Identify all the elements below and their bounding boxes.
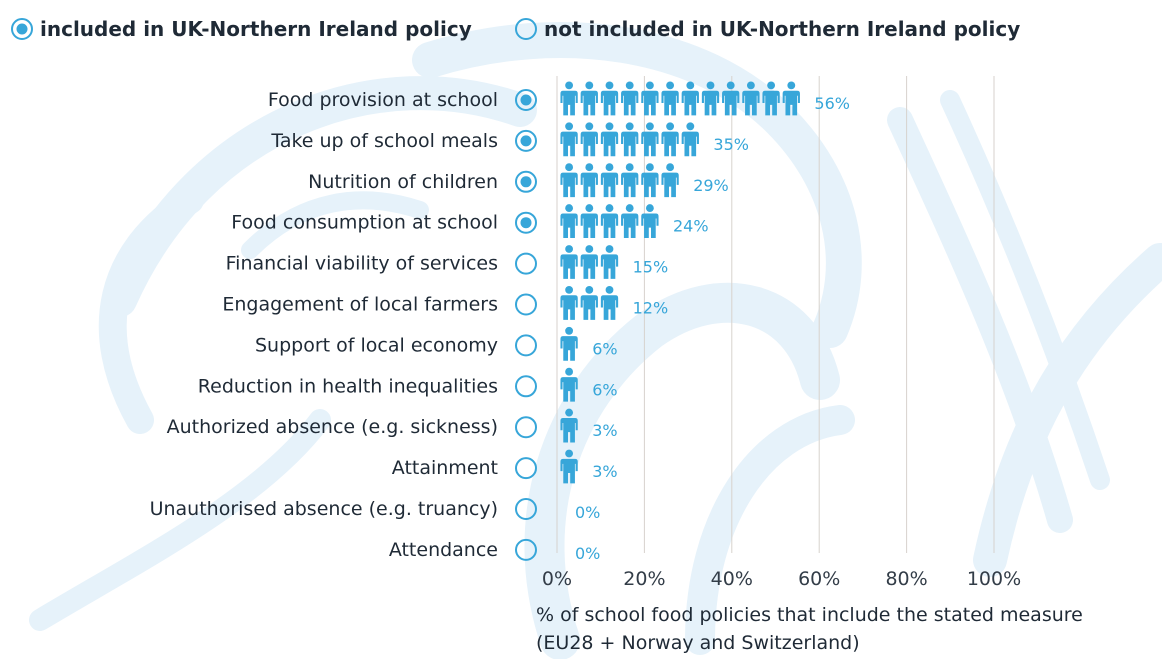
person-icon: [681, 122, 699, 157]
value-label: 12%: [633, 299, 669, 318]
category-label: Authorized absence (e.g. sickness): [167, 416, 498, 438]
person-icon: [560, 122, 578, 157]
not-included-marker-icon: [515, 457, 537, 480]
not-included-marker-icon: [515, 334, 537, 357]
person-icon: [621, 204, 639, 239]
person-icon: [560, 449, 578, 484]
person-icon: [641, 81, 659, 116]
value-label: 3%: [592, 421, 617, 440]
category-label: Attendance: [389, 539, 498, 561]
person-icon: [722, 81, 740, 116]
value-label: 15%: [633, 258, 669, 277]
value-label: 24%: [673, 217, 709, 236]
included-marker-icon: [515, 89, 537, 111]
person-icon: [560, 326, 578, 361]
person-icon: [600, 245, 619, 279]
person-icon: [580, 122, 598, 157]
person-icon: [641, 204, 659, 239]
person-icon: [762, 81, 780, 116]
person-icon: [681, 81, 699, 116]
person-icon: [560, 367, 578, 402]
x-tick-label: 0%: [542, 568, 572, 590]
person-icon: [560, 81, 578, 116]
person-icon: [661, 81, 679, 116]
person-icon: [580, 81, 598, 116]
value-label: 6%: [592, 339, 617, 358]
x-tick-label: 60%: [798, 568, 840, 590]
included-marker-icon: [515, 211, 537, 234]
x-tick-label: 20%: [623, 568, 665, 590]
person-icon: [600, 204, 619, 239]
not-included-marker-icon: [515, 538, 537, 561]
person-icon: [782, 81, 800, 116]
person-icon: [701, 81, 720, 116]
category-label: Food consumption at school: [231, 212, 498, 234]
person-icon: [621, 81, 639, 116]
person-icon: [580, 204, 598, 239]
person-icon: [580, 245, 598, 279]
person-icon: [600, 122, 619, 157]
person-icon: [560, 408, 578, 443]
value-label: 6%: [592, 380, 617, 399]
included-marker-dot: [520, 176, 532, 188]
person-icon: [580, 163, 598, 198]
value-label: 0%: [575, 503, 600, 522]
value-label: 3%: [592, 462, 617, 481]
person-icon: [661, 163, 679, 198]
person-icon: [580, 285, 598, 320]
not-included-marker-icon: [515, 375, 537, 398]
legend-included-label: included in UK-Northern Ireland policy: [40, 17, 472, 41]
category-label: Attainment: [392, 457, 498, 479]
included-marker-dot: [520, 135, 532, 147]
legend-included: included in UK-Northern Ireland policy: [10, 16, 472, 42]
value-label: 35%: [713, 135, 749, 154]
person-icon: [600, 285, 619, 320]
person-icon: [600, 81, 619, 116]
category-label: Engagement of local farmers: [222, 294, 498, 316]
category-label: Food provision at school: [268, 89, 498, 111]
person-icon: [641, 122, 659, 157]
category-label: Reduction in health inequalities: [198, 375, 498, 397]
legend-not-included: not included in UK-Northern Ireland poli…: [514, 16, 1020, 42]
value-label: 29%: [693, 176, 729, 195]
included-marker-dot: [520, 217, 532, 229]
value-label: 0%: [575, 544, 600, 563]
included-marker-icon: [515, 129, 537, 152]
x-tick-label: 40%: [711, 568, 753, 590]
included-marker-icon: [515, 170, 537, 193]
value-label: 56%: [814, 94, 850, 113]
x-tick-label: 100%: [967, 568, 1021, 590]
category-label: Support of local economy: [255, 334, 498, 356]
person-icon: [560, 285, 578, 320]
person-icon: [560, 204, 578, 239]
category-label: Nutrition of children: [308, 171, 498, 193]
category-label: Take up of school meals: [270, 130, 498, 152]
person-icon: [641, 163, 659, 198]
not-included-marker-icon: [515, 293, 537, 316]
person-icon: [621, 122, 639, 157]
person-icon: [621, 163, 639, 198]
legend-not-included-label: not included in UK-Northern Ireland poli…: [544, 17, 1021, 41]
x-tick-label: 80%: [885, 568, 927, 590]
not-included-marker-icon: [515, 252, 537, 275]
not-included-marker-icon: [515, 498, 537, 520]
person-icon: [560, 163, 578, 198]
included-marker-dot: [520, 94, 532, 106]
x-axis-title-line1: % of school food policies that include t…: [536, 604, 1083, 626]
person-icon: [600, 163, 619, 198]
x-axis-title-line2: (EU28 + Norway and Switzerland): [536, 632, 860, 654]
empty-circle-icon: [515, 18, 537, 40]
category-label: Financial viability of services: [226, 253, 498, 275]
person-icon: [742, 81, 760, 116]
person-icon: [661, 122, 679, 157]
category-label: Unauthorised absence (e.g. truancy): [150, 498, 498, 520]
filled-circle-icon: [11, 18, 33, 40]
not-included-marker-icon: [515, 416, 537, 439]
person-icon: [560, 245, 578, 279]
